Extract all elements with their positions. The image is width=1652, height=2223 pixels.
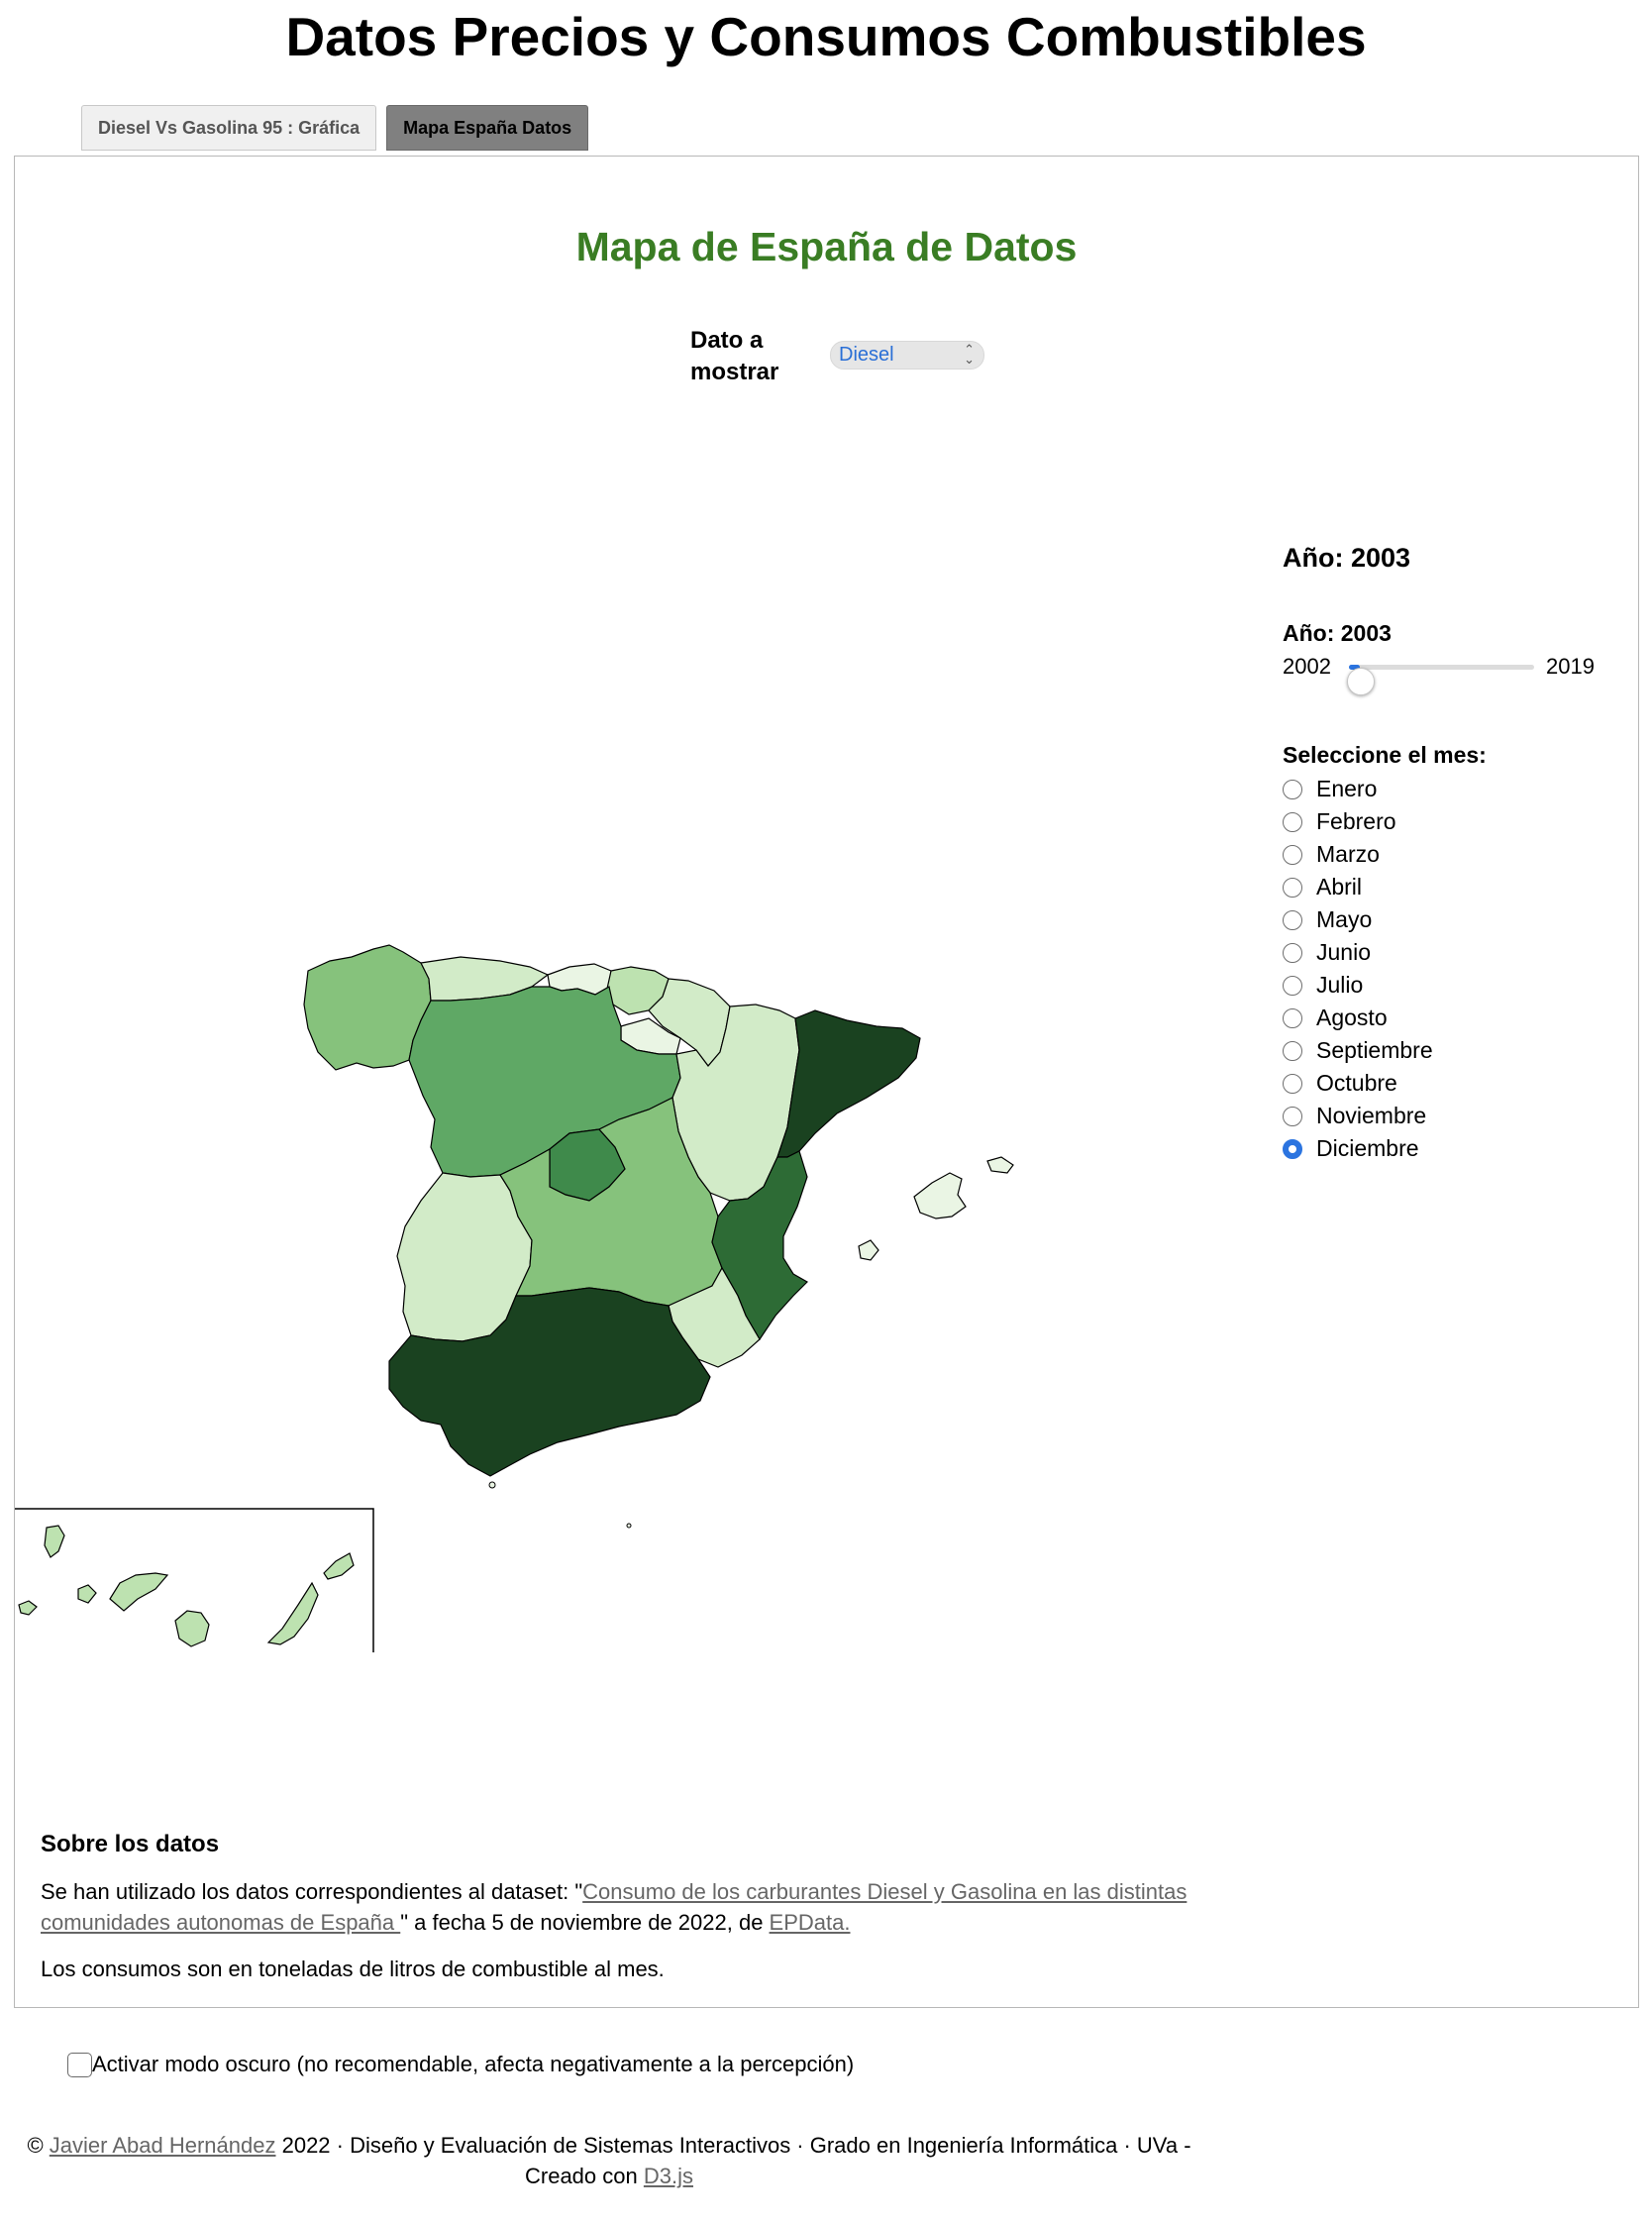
- region-melilla[interactable]: [626, 1523, 632, 1529]
- author-link[interactable]: Javier Abad Hernández: [49, 2133, 276, 2158]
- dato-select-value: Diesel: [839, 344, 894, 366]
- page-title: Datos Precios y Consumos Combustibles: [285, 6, 1367, 67]
- month-label-text: Diciembre: [1316, 1135, 1419, 1161]
- region-andalucia[interactable]: [388, 1287, 711, 1477]
- month-radio[interactable]: [1283, 1007, 1302, 1028]
- month-option-marzo[interactable]: Marzo: [1283, 838, 1619, 871]
- month-label-text: Agosto: [1316, 1005, 1388, 1030]
- spain-map: [15, 944, 1014, 1652]
- year-slider: 2002 2019: [1283, 651, 1619, 695]
- month-radio[interactable]: [1283, 779, 1302, 799]
- year-slider-label: Año: 2003: [1283, 620, 1392, 646]
- epdata-link[interactable]: EPData.: [769, 1910, 851, 1935]
- month-label-text: Febrero: [1316, 808, 1396, 834]
- month-radio-group: Enero Febrero Marzo Abril Mayo Junio Julio Agos…: [1283, 773, 1619, 1165]
- footer-copyright: ©: [27, 2133, 50, 2158]
- about-title: Sobre los datos: [41, 1831, 220, 1857]
- month-label-text: Junio: [1316, 939, 1371, 965]
- map-title: Mapa de España de Datos: [575, 224, 1078, 269]
- tab-grafica[interactable]: Diesel Vs Gasolina 95 : Gráfica: [81, 105, 377, 151]
- month-radio[interactable]: [1283, 909, 1302, 930]
- month-radio[interactable]: [1283, 1106, 1302, 1126]
- region-canarias-el-hierro[interactable]: [18, 1600, 38, 1616]
- month-label: Seleccione el mes:: [1283, 742, 1487, 768]
- month-radio[interactable]: [1283, 1138, 1302, 1159]
- month-option-octubre[interactable]: Octubre: [1283, 1067, 1619, 1100]
- region-canarias-fuerteventura[interactable]: [266, 1581, 319, 1645]
- month-option-enero[interactable]: Enero: [1283, 773, 1619, 805]
- about-p1-prefix: Se han utilizado los datos correspondien…: [41, 1879, 583, 1904]
- month-label-text: Abril: [1316, 874, 1363, 900]
- map-controls: Año: 2003 Año: 2003 2002 2019 Seleccione…: [1283, 543, 1619, 1165]
- month-option-diciembre[interactable]: Diciembre: [1283, 1132, 1619, 1165]
- region-baleares-ibiza[interactable]: [858, 1239, 879, 1261]
- month-option-julio[interactable]: Julio: [1283, 969, 1619, 1002]
- region-canarias-la-palma[interactable]: [44, 1525, 65, 1558]
- month-option-febrero[interactable]: Febrero: [1283, 805, 1619, 838]
- month-label-text: Julio: [1316, 972, 1364, 998]
- d3-link[interactable]: D3.js: [643, 2164, 693, 2188]
- map-panel: Mapa de España de Datos Dato a mostrar D…: [14, 156, 1639, 2008]
- year-heading: Año: 2003: [1283, 543, 1411, 573]
- dato-label: Dato a mostrar: [690, 327, 779, 385]
- tab-bar: Diesel Vs Gasolina 95 : Gráfica Mapa Esp…: [81, 105, 589, 151]
- slider-min-label: 2002: [1283, 654, 1331, 679]
- slider-thumb[interactable]: [1347, 668, 1375, 695]
- chevron-up-down-icon: ⌃ ⌄: [964, 342, 975, 367]
- month-option-mayo[interactable]: Mayo: [1283, 903, 1619, 936]
- about-section: Sobre los datos Se han utilizado los dat…: [41, 1831, 1229, 2000]
- month-radio[interactable]: [1283, 1040, 1302, 1061]
- footer: © Javier Abad Hernández 2022 · Diseño y …: [0, 2130, 1218, 2191]
- month-radio[interactable]: [1283, 877, 1302, 898]
- dark-mode-toggle: Activar modo oscuro (no recomendable, af…: [67, 2052, 854, 2077]
- month-radio[interactable]: [1283, 942, 1302, 963]
- region-canarias-tenerife[interactable]: [109, 1572, 169, 1612]
- region-cataluna[interactable]: [776, 1009, 921, 1158]
- about-paragraph-2: Los consumos son en toneladas de litros …: [41, 1957, 665, 1981]
- month-label-text: Enero: [1316, 776, 1378, 801]
- slider-max-label: 2019: [1546, 654, 1595, 679]
- dark-mode-label: Activar modo oscuro (no recomendable, af…: [92, 2052, 855, 2076]
- region-canarias-lanzarote[interactable]: [323, 1552, 355, 1580]
- month-radio[interactable]: [1283, 844, 1302, 865]
- month-option-noviembre[interactable]: Noviembre: [1283, 1100, 1619, 1132]
- slider-fill: [1349, 665, 1360, 670]
- month-label-text: Mayo: [1316, 906, 1373, 932]
- slider-track[interactable]: [1347, 665, 1534, 695]
- about-paragraph-1: Se han utilizado los datos correspondien…: [41, 1876, 1229, 1938]
- dato-select[interactable]: Diesel ⌃ ⌄: [830, 341, 984, 370]
- month-option-junio[interactable]: Junio: [1283, 936, 1619, 969]
- month-label-text: Marzo: [1316, 841, 1380, 867]
- region-baleares-mallorca[interactable]: [913, 1172, 967, 1219]
- month-radio[interactable]: [1283, 1073, 1302, 1094]
- month-option-agosto[interactable]: Agosto: [1283, 1002, 1619, 1034]
- month-label-text: Septiembre: [1316, 1037, 1433, 1063]
- month-label-text: Noviembre: [1316, 1103, 1427, 1128]
- region-canarias-gran-canaria[interactable]: [174, 1610, 210, 1647]
- month-radio[interactable]: [1283, 811, 1302, 832]
- footer-text: 2022 · Diseño y Evaluación de Sistemas I…: [275, 2133, 1191, 2188]
- month-option-abril[interactable]: Abril: [1283, 871, 1619, 903]
- canarias-inset-frame: [15, 1508, 374, 1652]
- tab-mapa[interactable]: Mapa España Datos: [386, 105, 589, 151]
- dark-mode-checkbox[interactable]: [67, 2052, 92, 2077]
- region-ceuta[interactable]: [488, 1481, 496, 1489]
- month-option-septiembre[interactable]: Septiembre: [1283, 1034, 1619, 1067]
- dataset-link[interactable]: Consumo de los carburantes Diesel y Gaso…: [41, 1879, 1187, 1935]
- region-canarias-la-gomera[interactable]: [77, 1584, 97, 1604]
- about-p1-middle: " a fecha 5 de noviembre de 2022, de: [400, 1910, 770, 1935]
- region-baleares-menorca[interactable]: [986, 1156, 1014, 1174]
- month-radio[interactable]: [1283, 975, 1302, 996]
- month-label-text: Octubre: [1316, 1070, 1397, 1096]
